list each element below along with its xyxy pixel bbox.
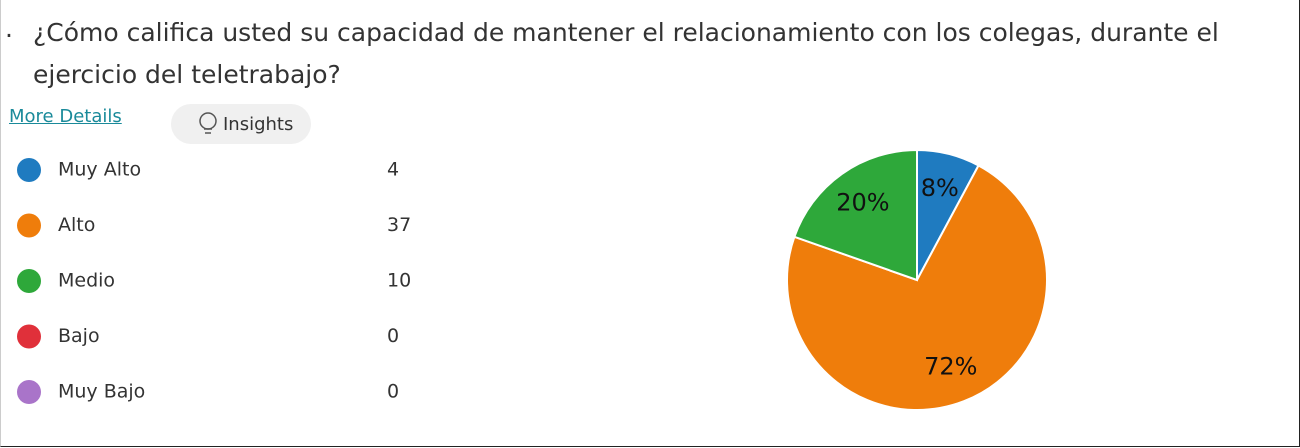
legend-label: Muy Alto bbox=[58, 159, 141, 181]
legend-count: 10 bbox=[387, 270, 411, 292]
legend-dot bbox=[17, 324, 41, 349]
slice-label: 72% bbox=[924, 352, 977, 380]
slice-label: 20% bbox=[836, 189, 889, 217]
insights-button[interactable]: Insights bbox=[171, 104, 311, 144]
legend-dot bbox=[17, 213, 41, 238]
legend-count: 37 bbox=[387, 214, 411, 236]
bulb-icon bbox=[199, 112, 217, 134]
pie-slice bbox=[793, 148, 918, 282]
legend-count: 0 bbox=[387, 381, 399, 403]
slice-label: 8% bbox=[921, 174, 959, 202]
insights-label: Insights bbox=[223, 114, 294, 135]
question-title: ¿Cómo califica usted su capacidad de man… bbox=[33, 18, 1219, 89]
legend-label: Muy Bajo bbox=[58, 381, 145, 403]
legend-dot bbox=[17, 158, 41, 182]
more-details-link[interactable]: More Details bbox=[9, 106, 122, 127]
question-marker: . bbox=[5, 14, 13, 43]
legend-count: 4 bbox=[387, 159, 399, 181]
legend-label: Medio bbox=[58, 270, 115, 292]
pie-slice bbox=[786, 164, 1048, 411]
legend-count: 0 bbox=[387, 325, 399, 347]
legend-label: Alto bbox=[58, 214, 95, 236]
legend-dot bbox=[17, 269, 41, 293]
legend-label: Bajo bbox=[58, 325, 100, 347]
legend-dot bbox=[17, 380, 41, 404]
